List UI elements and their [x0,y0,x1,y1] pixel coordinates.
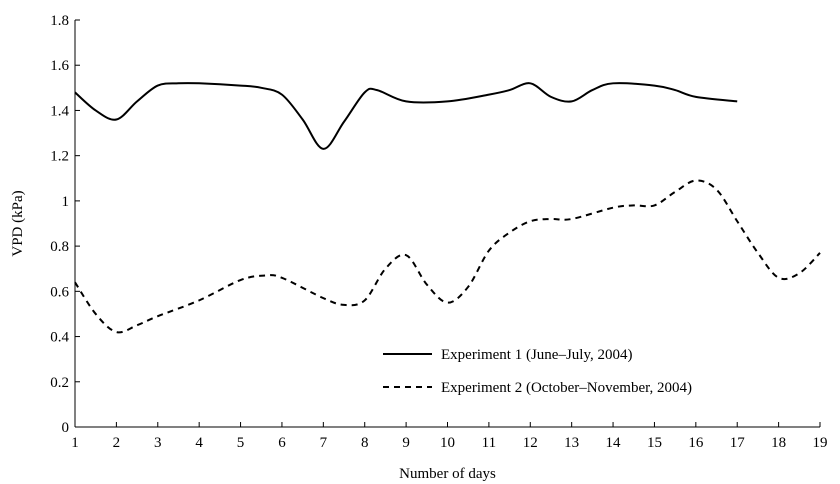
legend-label-experiment-1: Experiment 1 (June–July, 2004) [441,347,633,363]
x-tick-label: 4 [195,435,203,451]
x-tick-label: 5 [237,435,245,451]
y-tick-label: 0.6 [50,284,69,300]
x-tick-label: 1 [71,435,79,451]
x-tick-label: 3 [154,435,162,451]
x-tick-label: 18 [771,435,786,451]
plot-frame [74,20,820,428]
y-tick-label: 1.2 [50,149,69,165]
y-axis-title: VPD (kPa) [10,190,26,256]
x-tick-label: 9 [402,435,410,451]
y-tick-label: 1.6 [50,58,69,74]
y-tick-label: 0.8 [50,239,69,255]
y-tick-label: 1.4 [50,103,69,119]
legend-label-experiment-2: Experiment 2 (October–November, 2004) [441,380,692,396]
x-tick-label: 2 [113,435,121,451]
legend: Experiment 1 (June–July, 2004) Experiment… [383,347,692,396]
y-tick-label: 1.8 [50,13,69,29]
x-tick-label: 16 [688,435,704,451]
series-lines [74,82,821,334]
x-tick-label: 13 [564,435,579,451]
x-axis-title: Number of days [399,466,496,482]
y-tick-label: 0.4 [50,330,69,346]
y-tick-label: 1 [62,194,70,210]
x-tick-label: 8 [361,435,369,451]
x-tick-label: 10 [440,435,455,451]
x-tick-label: 6 [278,435,286,451]
x-tick-label: 12 [523,435,538,451]
x-tick-label: 11 [482,435,496,451]
series-line-experiment-2 [74,179,821,334]
x-tick-label: 7 [320,435,328,451]
y-tick-label: 0.2 [50,375,69,391]
y-tick-label: 0 [62,420,70,436]
x-tick-label: 19 [813,435,828,451]
x-tick-label: 17 [730,435,746,451]
x-tick-label: 15 [647,435,662,451]
axis-ticks: 1 2 3 4 5 6 7 8 9 10 11 12 13 14 15 16 17 18 1900.20.40.60… [50,13,827,451]
x-tick-label: 14 [606,435,622,451]
series-line-experiment-1 [74,82,738,150]
